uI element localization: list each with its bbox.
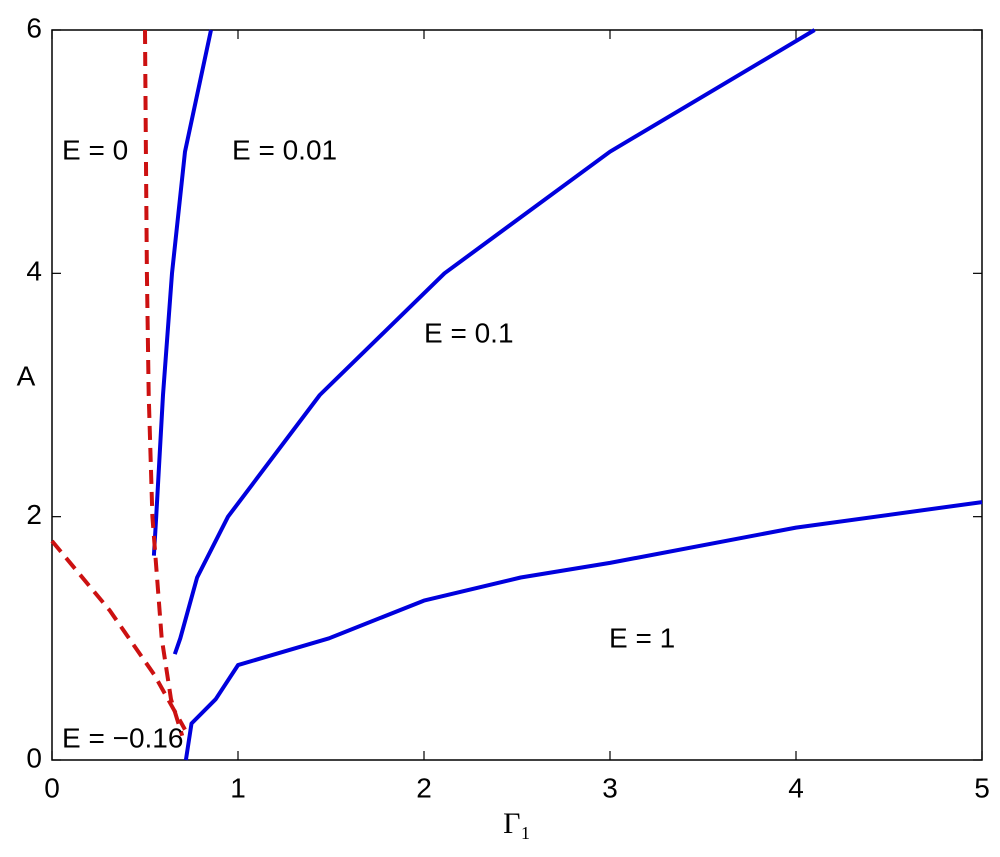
plot-box — [51, 29, 983, 761]
curve — [183, 500, 983, 761]
curve — [50, 539, 187, 731]
region-label: E = 0 — [62, 134, 128, 165]
x-tick-label: 1 — [230, 772, 246, 803]
x-tick-label: 3 — [602, 772, 618, 803]
region-label: E = 1 — [609, 622, 675, 653]
x-tick-label: 2 — [416, 772, 432, 803]
x-tick-label: 0 — [44, 772, 60, 803]
curve — [151, 29, 213, 556]
region-label: E = 0.1 — [424, 317, 514, 348]
region-label: E = −0.16 — [62, 722, 183, 753]
curve — [143, 29, 185, 737]
region-label: E = 0.01 — [232, 134, 337, 165]
y-axis-label: A — [17, 360, 36, 391]
y-tick-label: 2 — [26, 499, 42, 530]
x-axis-label: Γ₁ — [503, 807, 531, 840]
y-tick-label: 6 — [26, 12, 42, 43]
y-tick-label: 4 — [26, 256, 42, 287]
curve — [172, 28, 816, 655]
x-tick-label: 5 — [974, 772, 990, 803]
y-tick-label: 0 — [26, 742, 42, 773]
x-tick-label: 4 — [788, 772, 804, 803]
